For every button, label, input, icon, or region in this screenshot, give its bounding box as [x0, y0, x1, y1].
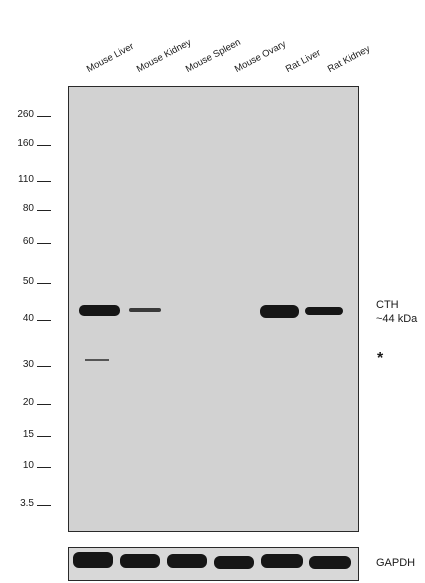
marker-label-80: 80: [22, 203, 34, 214]
lane-label-rat-kidney: Rat Kidney: [325, 43, 373, 75]
lane-label-mouse-spleen: Mouse Spleen: [183, 36, 243, 75]
marker-label-3-5: 3.5: [20, 498, 34, 509]
marker-tick-40: [37, 320, 51, 321]
marker-tick-50: [37, 283, 51, 284]
lane-label-rat-liver: Rat Liver: [283, 47, 323, 75]
marker-label-110: 110: [18, 174, 34, 185]
band-gapdh-rat-kidney: [309, 556, 351, 569]
marker-tick-3-5: [37, 505, 51, 506]
marker-tick-160: [37, 145, 51, 146]
marker-tick-15: [37, 436, 51, 437]
marker-tick-10: [37, 467, 51, 468]
nonspecific-asterisk: *: [377, 350, 384, 367]
lane-label-mouse-liver: Mouse Liver: [84, 40, 136, 75]
band-gapdh-mouse-liver: [73, 552, 113, 568]
gapdh-membrane: [68, 547, 359, 581]
band-cth-mouse-kidney: [129, 308, 161, 312]
marker-label-10: 10: [22, 460, 34, 471]
band-cth-rat-liver: [260, 305, 299, 318]
marker-tick-110: [37, 181, 51, 182]
band-gapdh-rat-liver: [261, 554, 303, 568]
band-cth-rat-kidney: [305, 307, 343, 315]
marker-label-160: 160: [17, 138, 34, 149]
target-size-label: ~44 kDa: [376, 313, 418, 325]
band-cth-mouse-liver: [79, 305, 120, 316]
marker-label-260: 260: [17, 109, 34, 120]
band-gapdh-mouse-spleen: [167, 554, 207, 568]
band-nonspecific-mouse-liver: [85, 359, 109, 361]
marker-label-30: 30: [22, 359, 34, 370]
marker-label-40: 40: [22, 313, 34, 324]
target-protein-label: CTH: [376, 299, 399, 311]
marker-tick-60: [37, 243, 51, 244]
marker-tick-20: [37, 404, 51, 405]
marker-label-50: 50: [22, 276, 34, 287]
marker-label-60: 60: [22, 236, 34, 247]
marker-tick-80: [37, 210, 51, 211]
marker-label-20: 20: [22, 397, 34, 408]
western-blot-membrane: [68, 86, 359, 532]
loading-control-label: GAPDH: [376, 557, 416, 569]
marker-tick-260: [37, 116, 51, 117]
marker-label-15: 15: [22, 429, 34, 440]
band-gapdh-mouse-kidney: [120, 554, 160, 568]
band-gapdh-mouse-ovary: [214, 556, 254, 569]
marker-tick-30: [37, 366, 51, 367]
lane-label-mouse-kidney: Mouse Kidney: [134, 37, 194, 75]
